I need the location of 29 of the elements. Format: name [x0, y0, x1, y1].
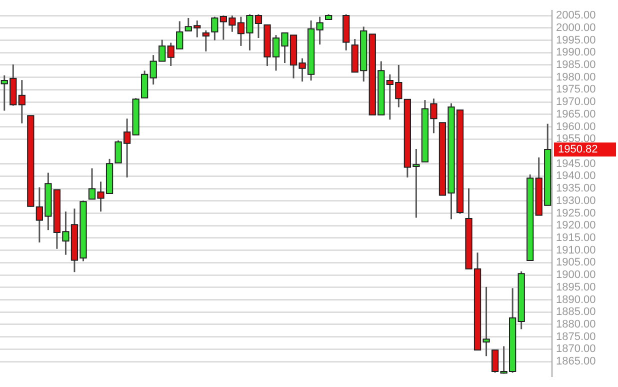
y-tick-label: 1880.00	[556, 318, 596, 331]
y-tick-label: 1935.00	[556, 182, 596, 195]
y-tick-label: 1960.00	[556, 120, 596, 133]
y-tick-label: 1925.00	[556, 207, 596, 220]
y-tick-label: 1965.00	[556, 108, 596, 120]
y-tick-label: 1980.00	[556, 71, 596, 84]
y-tick-label: 1870.00	[556, 343, 596, 356]
y-tick-label: 1920.00	[556, 220, 596, 232]
y-tick-label: 1915.00	[556, 232, 596, 244]
y-tick-label: 1900.00	[556, 269, 596, 282]
y-tick-label: 1955.00	[556, 133, 596, 146]
y-tick-label: 1875.00	[556, 330, 596, 343]
text: 1950.82	[558, 143, 598, 156]
y-tick-label: 1910.00	[556, 244, 596, 256]
y-tick-label: 1990.00	[556, 46, 596, 59]
y-tick-label: 2000.00	[556, 22, 596, 34]
y-tick-label: 1890.00	[556, 294, 596, 306]
y-tick-label: 1970.00	[556, 96, 596, 108]
y-tick-label: 1885.00	[556, 306, 596, 318]
y-tick-label: 1895.00	[556, 281, 596, 294]
y-tick-label: 1865.00	[556, 356, 596, 368]
y-tick-label: 1905.00	[556, 256, 596, 269]
y-tick-label: 1945.00	[556, 158, 596, 170]
y-tick-label: 2005.00	[556, 10, 596, 22]
y-tick-label: 1940.00	[556, 170, 596, 182]
y-tick-label: 1930.00	[556, 194, 596, 207]
y-tick-label: 1985.00	[556, 59, 596, 72]
y-tick-label: 1975.00	[556, 84, 596, 96]
y-tick-label: 1995.00	[556, 34, 596, 46]
